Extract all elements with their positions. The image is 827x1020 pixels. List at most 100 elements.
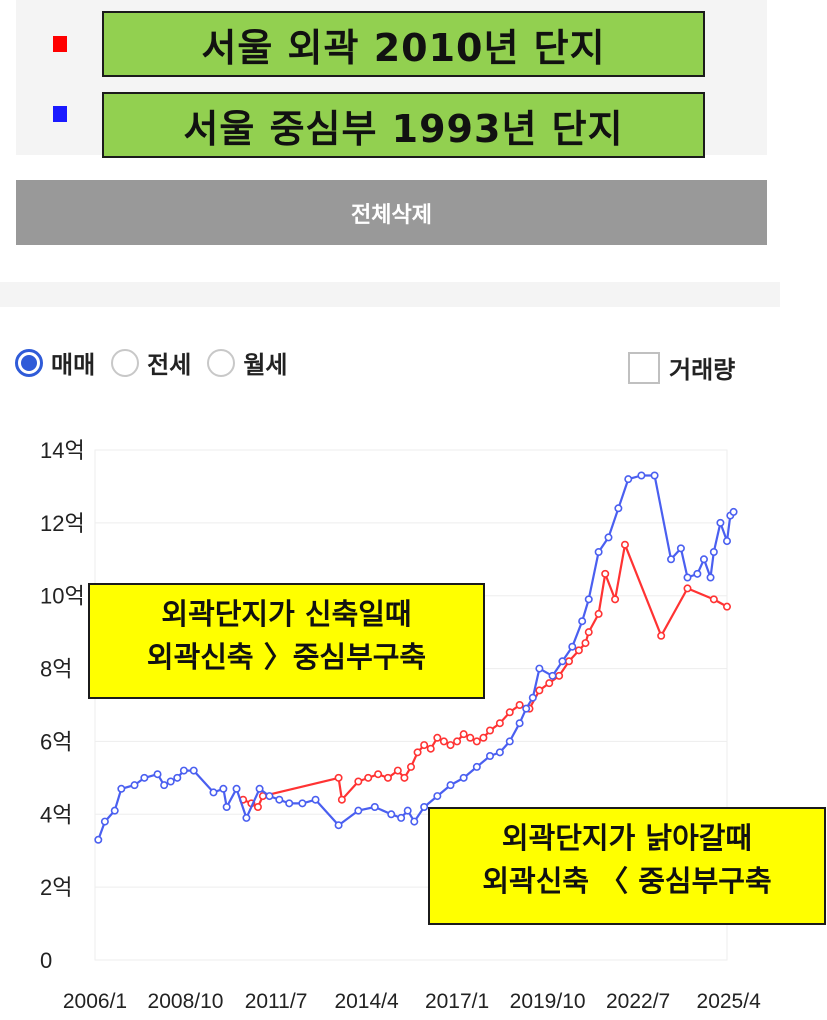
data-point-center xyxy=(604,533,613,542)
trade-type-radio-group: 매매 전세 월세 xyxy=(15,345,304,380)
radio-jeonse-label: 전세 xyxy=(147,351,192,379)
data-point-outer xyxy=(383,773,392,782)
data-point-center xyxy=(578,617,587,626)
data-point-center xyxy=(548,671,557,680)
radio-monthly[interactable]: 월세 xyxy=(207,345,288,380)
radio-selected-dot xyxy=(21,354,37,371)
data-point-outer xyxy=(722,602,731,611)
data-point-outer xyxy=(620,540,629,549)
data-point-outer xyxy=(393,766,402,775)
data-point-outer xyxy=(545,679,554,688)
data-point-center xyxy=(722,537,731,546)
data-point-center xyxy=(558,657,567,666)
data-point-outer xyxy=(594,609,603,618)
data-point-outer xyxy=(472,737,481,746)
data-point-outer xyxy=(611,595,620,604)
annotation-new-line-2: 외곽신축 〉중심부구축 xyxy=(146,640,427,674)
data-point-center xyxy=(716,518,725,527)
data-point-center xyxy=(209,788,218,797)
delete-all-button[interactable]: 전체삭제 xyxy=(16,180,767,245)
data-point-outer xyxy=(584,628,593,637)
data-point-center xyxy=(650,471,659,480)
series-lines xyxy=(94,471,738,844)
data-point-center xyxy=(160,781,169,790)
data-point-outer xyxy=(337,795,346,804)
data-point-center xyxy=(729,507,738,516)
legend-label-outer[interactable]: 서울 외곽 2010년 단지 xyxy=(102,11,705,77)
data-point-outer xyxy=(354,777,363,786)
data-point-outer xyxy=(420,741,429,750)
legend-label-center[interactable]: 서울 중심부 1993년 단지 xyxy=(102,92,705,158)
data-point-center xyxy=(255,784,264,793)
radio-jeonse-circle[interactable] xyxy=(111,348,140,377)
data-point-center xyxy=(624,475,633,484)
data-point-center xyxy=(433,792,442,801)
data-point-outer xyxy=(515,700,524,709)
data-point-center xyxy=(219,784,228,793)
volume-toggle[interactable]: 거래량 xyxy=(628,350,735,385)
data-point-outer xyxy=(400,773,409,782)
radio-monthly-circle[interactable] xyxy=(207,348,236,377)
data-point-center xyxy=(472,762,481,771)
data-point-outer xyxy=(505,708,514,717)
data-point-center xyxy=(285,799,294,808)
data-point-outer xyxy=(334,773,343,782)
data-point-outer xyxy=(406,762,415,771)
y-tick-label: 14억 xyxy=(40,438,85,463)
data-point-center xyxy=(173,773,182,782)
x-tick-label: 2022/7 xyxy=(606,990,670,1013)
data-point-outer xyxy=(466,733,475,742)
data-point-center xyxy=(222,802,231,811)
data-point-outer xyxy=(601,569,610,578)
y-tick-label: 10억 xyxy=(40,584,85,609)
data-point-center xyxy=(153,770,162,779)
data-point-center xyxy=(693,569,702,578)
data-point-outer xyxy=(535,686,544,695)
data-point-center xyxy=(683,573,692,582)
data-point-center xyxy=(354,806,363,815)
data-point-center xyxy=(242,813,251,822)
data-point-center xyxy=(334,821,343,830)
data-point-center xyxy=(387,810,396,819)
data-point-outer xyxy=(426,744,435,753)
data-point-outer xyxy=(657,631,666,640)
data-point-center xyxy=(410,817,419,826)
radio-sale-label: 매매 xyxy=(51,351,96,379)
data-point-center xyxy=(232,784,241,793)
data-point-center xyxy=(370,802,379,811)
legend-swatch-center xyxy=(53,106,67,122)
x-tick-label: 2006/1 xyxy=(63,990,127,1013)
data-point-center xyxy=(568,642,577,651)
y-tick-label: 4억 xyxy=(40,802,72,827)
data-point-center xyxy=(166,777,175,786)
radio-jeonse[interactable]: 전세 xyxy=(111,345,191,380)
data-point-center xyxy=(130,781,139,790)
data-point-center xyxy=(420,802,429,811)
annotation-new-line-1: 외곽단지가 신축일때 xyxy=(161,597,412,631)
data-point-center xyxy=(110,806,119,815)
data-point-center xyxy=(515,719,524,728)
section-divider xyxy=(0,282,780,307)
data-point-center xyxy=(637,471,646,480)
legend-swatch-outer xyxy=(53,36,67,52)
x-tick-label: 2008/10 xyxy=(148,990,224,1013)
volume-checkbox[interactable] xyxy=(628,351,660,384)
x-tick-label: 2011/7 xyxy=(245,990,308,1013)
data-point-center xyxy=(535,664,544,673)
x-tick-label: 2019/10 xyxy=(510,990,586,1013)
data-point-center xyxy=(485,751,494,760)
volume-checkbox-label: 거래량 xyxy=(669,356,736,384)
series-line-center xyxy=(97,474,735,841)
data-point-center xyxy=(265,792,274,801)
y-tick-label: 12억 xyxy=(40,511,85,536)
radio-sale[interactable]: 매매 xyxy=(15,345,95,380)
data-point-center xyxy=(446,781,455,790)
data-point-center xyxy=(706,573,715,582)
data-point-center xyxy=(311,795,320,804)
data-point-center xyxy=(699,555,708,564)
radio-sale-circle[interactable] xyxy=(15,348,43,377)
data-point-center xyxy=(94,835,103,844)
data-point-center xyxy=(298,799,307,808)
data-point-center xyxy=(275,795,284,804)
y-tick-label: 2억 xyxy=(40,875,72,900)
